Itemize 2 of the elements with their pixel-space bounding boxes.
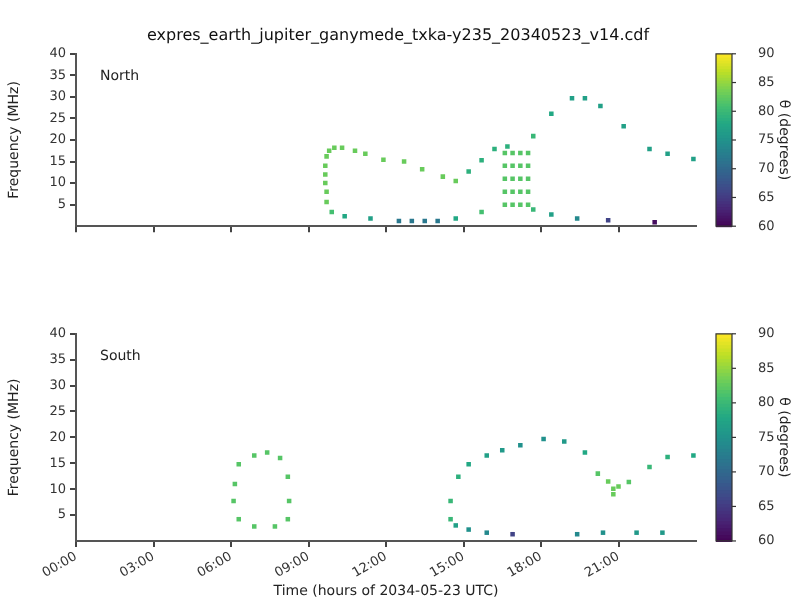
point <box>236 516 242 522</box>
chart-title: expres_earth_jupiter_ganymede_txka-y235_20340523_v14.cdf <box>146 26 650 45</box>
